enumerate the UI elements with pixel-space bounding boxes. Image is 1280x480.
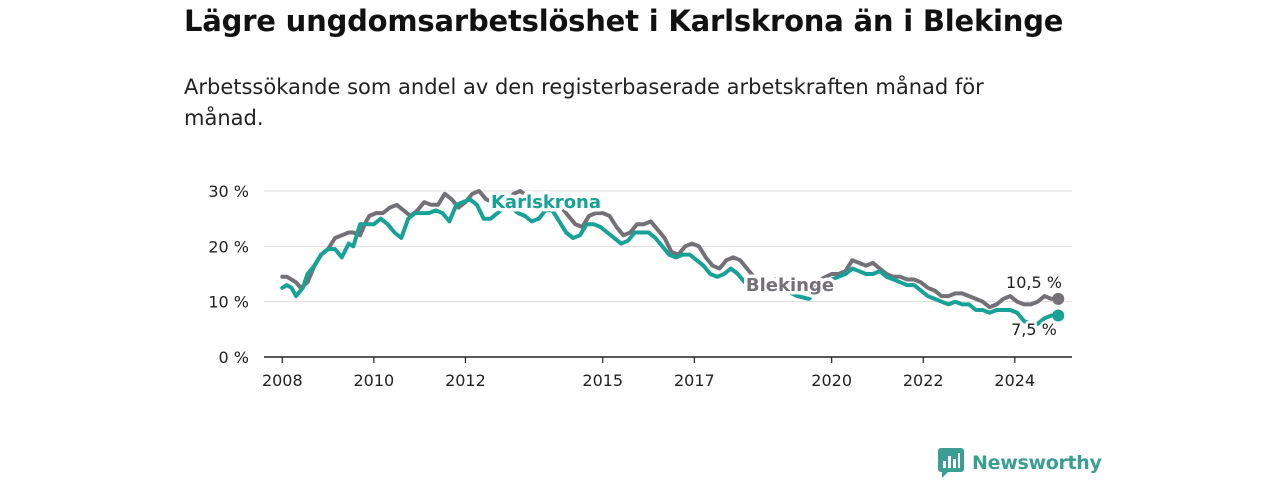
x-tick-label: 2010	[354, 371, 395, 390]
end-label-karlskrona: 7,5 %	[1011, 320, 1057, 339]
series-label-halo-blekinge: Blekinge	[746, 275, 834, 296]
y-tick-label: 10 %	[208, 293, 249, 312]
y-tick-label: 30 %	[208, 182, 249, 201]
chart-title: Lägre ungdomsarbetslöshet i Karlskrona ä…	[184, 4, 1064, 38]
x-tick-label: 2017	[674, 371, 715, 390]
series-label-blekinge: Blekinge	[746, 275, 834, 296]
brand-name: Newsworthy	[972, 452, 1102, 474]
x-tick-label: 2022	[903, 371, 944, 390]
end-label-blekinge: 10,5 %	[1006, 273, 1062, 292]
end-point-karlskrona	[1052, 309, 1065, 322]
end-point-blekinge	[1052, 292, 1065, 305]
y-axis: 0 % 10 % 20 % 30 %	[208, 182, 249, 367]
chart-subtitle: Arbetssökande som andel av den registerb…	[184, 75, 984, 130]
x-tick-label: 2008	[262, 371, 303, 390]
series-lines	[280, 189, 1065, 326]
x-axis: 2008 2010 2012 2015 2017 2020 2022 2024	[262, 356, 1072, 390]
brand: Newsworthy	[938, 448, 1102, 478]
end-label-halo-blekinge: 10,5 %	[1006, 273, 1062, 292]
end-label-halo-karlskrona: 7,5 %	[1011, 320, 1057, 339]
series-line-blekinge	[280, 189, 1061, 310]
series-label-karlskrona: Karlskrona	[491, 192, 601, 213]
series-line-karlskrona	[280, 197, 1061, 326]
y-tick-label: 0 %	[219, 348, 249, 367]
x-tick-label: 2024	[994, 371, 1035, 390]
x-tick-label: 2015	[582, 371, 623, 390]
y-tick-label: 20 %	[208, 237, 249, 256]
series-label-halo-karlskrona: Karlskrona	[491, 192, 601, 213]
newsworthy-logo-icon	[938, 448, 964, 478]
x-tick-label: 2020	[811, 371, 852, 390]
x-tick-label: 2012	[445, 371, 486, 390]
